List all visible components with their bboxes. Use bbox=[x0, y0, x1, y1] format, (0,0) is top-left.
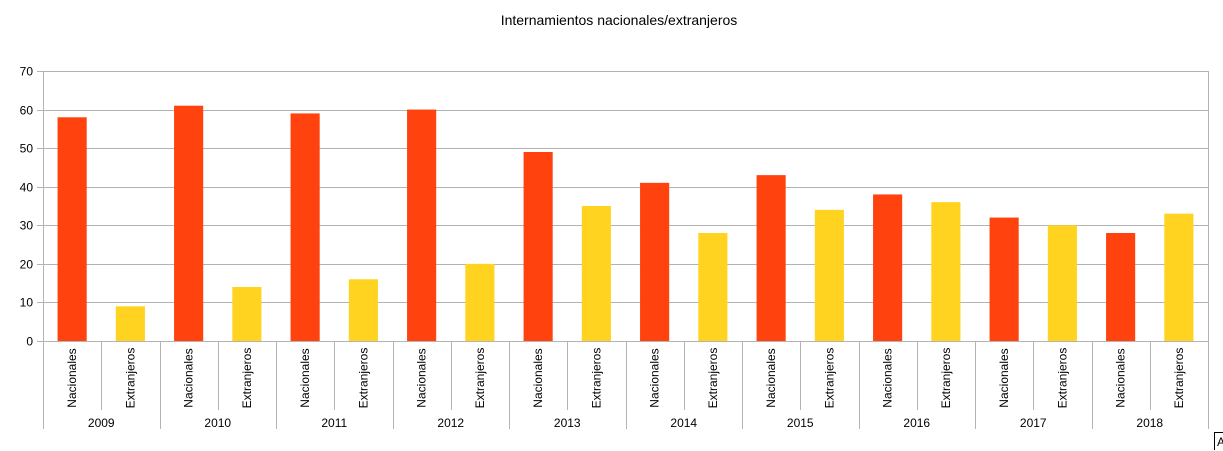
bar-2014-extranjeros bbox=[698, 233, 728, 341]
bar-2009-extranjeros bbox=[115, 306, 145, 341]
x-sub-label: Extranjeros bbox=[123, 348, 137, 409]
x-sub-label: Nacionales bbox=[881, 348, 895, 407]
x-sub-label: Nacionales bbox=[648, 348, 662, 407]
x-sub-label: Nacionales bbox=[997, 348, 1011, 407]
y-tick-label: 30 bbox=[20, 219, 34, 233]
x-sub-label: Extranjeros bbox=[473, 348, 487, 409]
x-group-label: 2017 bbox=[1020, 416, 1047, 430]
axis-labels: 0 10 20 30 40 50 60 70 Nacionales Extranjeros 2009… bbox=[20, 65, 1186, 431]
bar-2018-nacionales bbox=[1106, 233, 1136, 341]
bar-2010-nacionales bbox=[174, 105, 204, 342]
x-sub-label: Extranjeros bbox=[706, 348, 720, 409]
bar-2017-nacionales bbox=[989, 217, 1019, 341]
bar-2016-extranjeros bbox=[931, 202, 961, 341]
x-group-label: 2015 bbox=[787, 416, 814, 430]
bar-2016-nacionales bbox=[873, 194, 903, 341]
x-group-label: 2009 bbox=[88, 416, 115, 430]
y-tick-label: 20 bbox=[20, 258, 34, 272]
bar-2009-nacionales bbox=[57, 117, 87, 341]
x-sub-label: Extranjeros bbox=[1055, 348, 1069, 409]
x-group-label: 2013 bbox=[554, 416, 581, 430]
x-group-label: 2012 bbox=[437, 416, 464, 430]
x-sub-label: Extranjeros bbox=[939, 348, 953, 409]
bar-2011-extranjeros bbox=[348, 279, 378, 341]
corner-cell: A bbox=[1214, 432, 1223, 450]
y-tick-label: 50 bbox=[20, 142, 34, 156]
x-sub-label: Nacionales bbox=[65, 348, 79, 407]
x-sub-label: Extranjeros bbox=[240, 348, 254, 409]
bar-2012-extranjeros bbox=[465, 263, 495, 341]
x-sub-label: Nacionales bbox=[764, 348, 778, 407]
x-sub-label: Extranjeros bbox=[1172, 348, 1186, 409]
y-tick-label: 70 bbox=[20, 65, 34, 79]
bar-2015-extranjeros bbox=[814, 209, 844, 341]
axes bbox=[43, 71, 1209, 429]
x-sub-label: Nacionales bbox=[531, 348, 545, 407]
x-sub-label: Nacionales bbox=[415, 348, 429, 407]
y-tick-label: 60 bbox=[20, 104, 34, 118]
bar-2012-nacionales bbox=[407, 109, 437, 341]
bar-2018-extranjeros bbox=[1164, 213, 1194, 341]
bar-2010-extranjeros bbox=[232, 287, 262, 341]
gridlines bbox=[37, 71, 1209, 342]
bars bbox=[57, 105, 1194, 342]
x-group-label: 2018 bbox=[1136, 416, 1163, 430]
bar-2011-nacionales bbox=[290, 113, 320, 342]
bar-2013-nacionales bbox=[523, 152, 553, 341]
x-group-label: 2010 bbox=[204, 416, 231, 430]
y-tick-label: 0 bbox=[26, 335, 33, 349]
x-group-label: 2014 bbox=[670, 416, 697, 430]
x-group-label: 2011 bbox=[321, 416, 347, 430]
bar-2013-extranjeros bbox=[581, 206, 611, 341]
x-sub-label: Nacionales bbox=[182, 348, 196, 407]
x-sub-label: Nacionales bbox=[1114, 348, 1128, 407]
bar-2015-nacionales bbox=[756, 175, 786, 341]
x-sub-label: Extranjeros bbox=[589, 348, 603, 409]
bar-2017-extranjeros bbox=[1047, 225, 1077, 341]
x-sub-label: Extranjeros bbox=[822, 348, 836, 409]
x-sub-label: Extranjeros bbox=[356, 348, 370, 409]
bar-2014-nacionales bbox=[640, 182, 670, 341]
chart-title: Internamientos nacionales/extranjeros bbox=[501, 12, 738, 28]
y-tick-label: 40 bbox=[20, 181, 34, 195]
y-tick-label: 10 bbox=[20, 296, 34, 310]
x-group-label: 2016 bbox=[903, 416, 930, 430]
x-sub-label: Nacionales bbox=[298, 348, 312, 407]
